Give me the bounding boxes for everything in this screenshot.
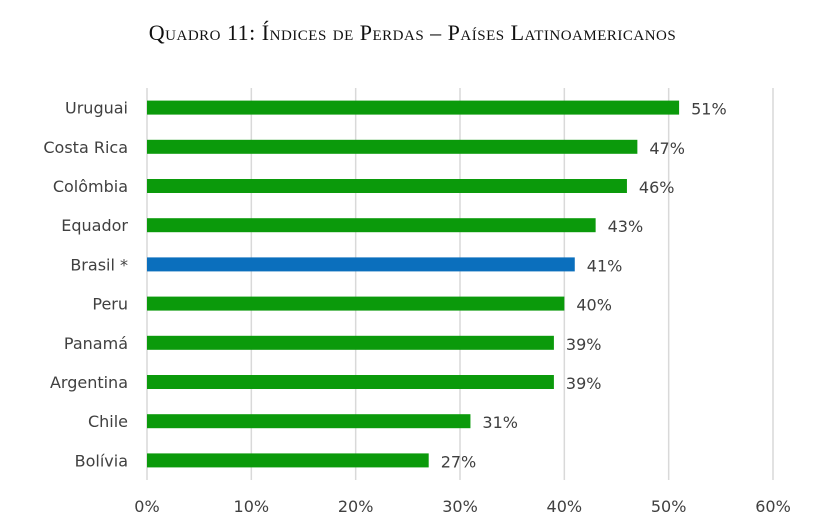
bar: [147, 375, 554, 389]
bar: [147, 453, 429, 468]
category-label: Equador: [61, 216, 128, 235]
labels: 0% 10% 20% 30% 40% 50% 60% Uruguai 51% Costa Rica…: [43, 99, 790, 516]
data-label: 40%: [576, 296, 612, 315]
bar: [147, 179, 627, 193]
bar: [147, 257, 575, 272]
chart-title: Quadro 11: Índices de Perdas – Países La…: [148, 20, 677, 45]
bar: [147, 335, 554, 350]
bars: [147, 100, 680, 468]
data-label: 41%: [587, 256, 623, 275]
bar: [147, 100, 680, 115]
category-label: Colômbia: [53, 177, 128, 196]
x-tick-label: 50%: [651, 497, 687, 516]
x-tick-label: 10%: [234, 497, 270, 516]
data-label: 47%: [649, 139, 685, 158]
category-label: Uruguai: [65, 99, 128, 118]
category-label: Brasil *: [70, 255, 128, 274]
data-label: 43%: [608, 217, 644, 236]
bar: [147, 139, 638, 154]
data-label: 51%: [691, 100, 727, 119]
category-label: Costa Rica: [43, 138, 128, 157]
category-label: Chile: [88, 412, 128, 431]
x-tick-label: 60%: [755, 497, 791, 516]
x-tick-label: 40%: [547, 497, 583, 516]
bar: [147, 414, 471, 429]
x-tick-label: 0%: [134, 497, 159, 516]
category-label: Peru: [92, 295, 128, 314]
data-label: 39%: [566, 335, 602, 354]
category-label: Argentina: [50, 373, 128, 392]
bar: [147, 218, 596, 233]
x-tick-label: 30%: [442, 497, 478, 516]
category-label: Bolívia: [75, 451, 128, 470]
category-label: Panamá: [64, 334, 128, 353]
data-label: 46%: [639, 178, 675, 197]
data-label: 31%: [482, 413, 518, 432]
data-label: 27%: [441, 452, 477, 471]
x-tick-label: 20%: [338, 497, 374, 516]
data-label: 39%: [566, 374, 602, 393]
bar: [147, 296, 565, 311]
